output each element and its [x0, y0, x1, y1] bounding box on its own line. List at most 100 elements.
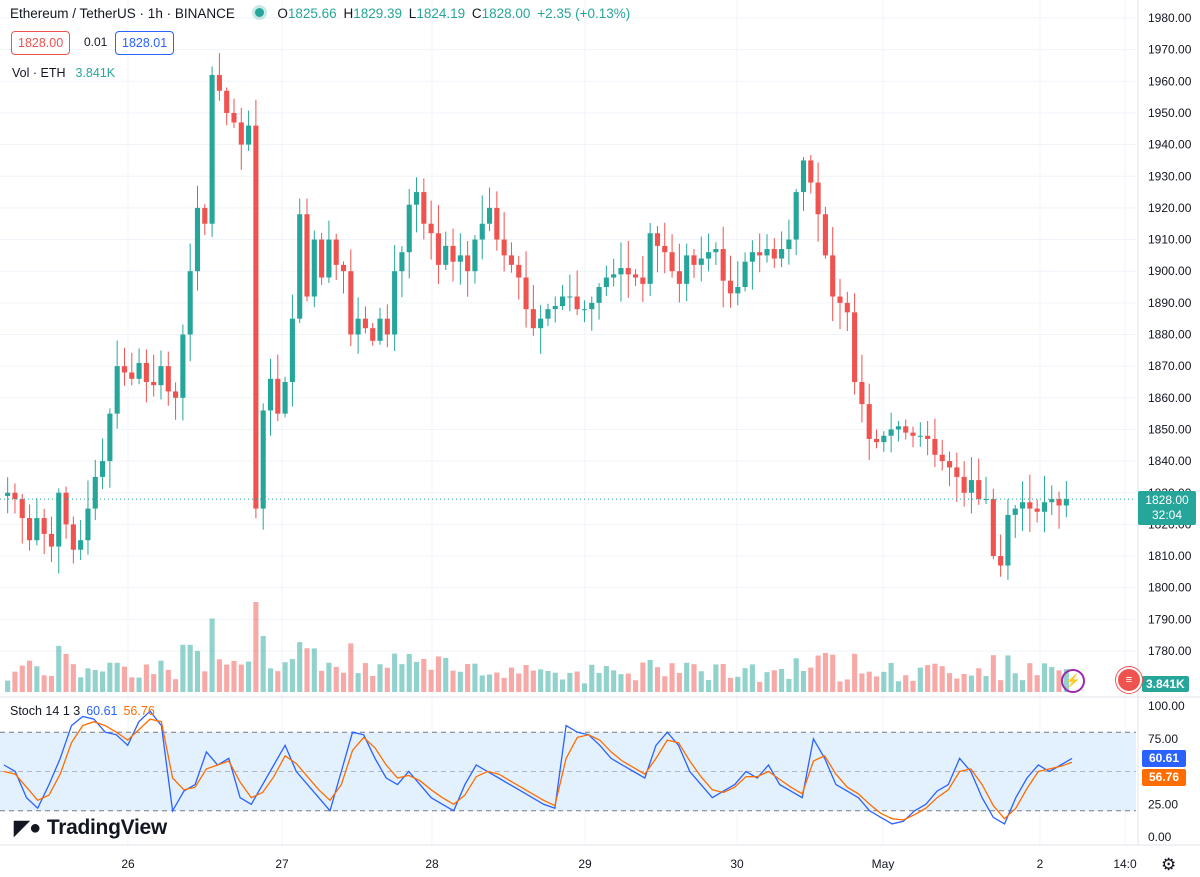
time-tick-label: 29 — [578, 857, 592, 871]
volume-bar — [413, 661, 420, 692]
volume-bar — [552, 672, 558, 692]
candle-body — [932, 438, 938, 455]
volume-bar — [1034, 675, 1040, 692]
volume-bar — [173, 679, 179, 692]
candle-body — [151, 381, 157, 386]
candle-body — [946, 461, 953, 468]
volume-bar — [202, 671, 208, 692]
volume-bar — [873, 676, 880, 692]
volume-bar — [78, 677, 84, 692]
candle-body — [727, 280, 734, 294]
candle-body — [691, 255, 697, 265]
stoch-d-line — [3, 718, 1073, 821]
volume-bar — [691, 664, 697, 692]
volume-bar — [129, 677, 135, 692]
volume-bar — [968, 675, 974, 692]
volume-bar — [508, 667, 515, 692]
volume-bar — [581, 683, 588, 692]
candle-body — [844, 302, 850, 313]
candle-body — [793, 192, 799, 240]
candle-body — [917, 435, 923, 437]
volume-bar — [377, 664, 383, 692]
candle-body — [180, 334, 186, 398]
volume-bar — [194, 650, 201, 692]
volume-bar — [1027, 663, 1033, 692]
volume-bar — [713, 664, 719, 692]
candle-body — [523, 277, 529, 310]
volume-bar — [421, 658, 427, 692]
tradingview-logo[interactable]: ◤● TradingView — [14, 815, 167, 840]
volume-bar — [815, 655, 821, 692]
candle-body — [676, 271, 682, 284]
volume-legend: Vol · ETH 3.841K — [12, 66, 115, 80]
volume-bar — [392, 653, 398, 692]
volume-bar — [990, 655, 996, 692]
volume-bar — [793, 658, 799, 692]
candle-body — [771, 249, 777, 259]
candle-body — [530, 309, 536, 329]
candle-body — [326, 239, 332, 278]
volume-bar — [654, 667, 661, 692]
candle-body — [289, 318, 295, 382]
candle-body — [815, 182, 821, 215]
volume-bar — [800, 671, 807, 692]
gear-icon[interactable]: ⚙ — [1161, 855, 1177, 874]
candle-body — [589, 302, 595, 310]
volume-bar — [34, 666, 40, 692]
candle-body — [362, 318, 368, 329]
volume-bar — [501, 677, 507, 692]
volume-bar — [939, 666, 945, 692]
volume-bar — [596, 672, 602, 692]
last-price-value: 1828.00 — [1145, 493, 1189, 507]
sell-button[interactable]: 1828.00 — [11, 31, 71, 55]
candle-body — [238, 122, 244, 145]
candle-body — [92, 476, 98, 509]
volume-bar — [538, 669, 544, 692]
price-tick-label: 1860.00 — [1148, 391, 1192, 405]
volume-bar — [881, 671, 887, 692]
candle-body — [216, 74, 222, 91]
volume-bar — [888, 662, 894, 692]
candle-body — [114, 366, 120, 414]
us-flag-icon[interactable]: ≡ — [1116, 667, 1142, 693]
time-tick-label: 26 — [121, 857, 135, 871]
candle-body — [808, 160, 814, 183]
candle-body — [538, 318, 544, 329]
volume-bar — [764, 672, 770, 692]
bolt-icon[interactable]: ⚡ — [1061, 669, 1085, 693]
candle-body — [165, 366, 171, 392]
volume-bar — [749, 664, 755, 692]
volume-bar — [611, 670, 617, 692]
time-tick-label: 28 — [425, 857, 439, 871]
volume-bar — [844, 679, 850, 692]
candle-body — [384, 318, 390, 335]
candle-body — [888, 429, 894, 436]
candle-body — [866, 404, 872, 439]
candle-body — [319, 239, 325, 278]
candle-body — [107, 413, 113, 462]
buy-button[interactable]: 1828.01 — [115, 31, 175, 55]
price-tick-label: 1870.00 — [1148, 359, 1192, 373]
volume-bar — [727, 677, 734, 692]
candle-body — [355, 318, 361, 335]
volume-bar — [545, 671, 551, 692]
candle-body — [1063, 499, 1069, 506]
time-tick-label: May — [872, 857, 895, 871]
price-tick-label: 1930.00 — [1148, 169, 1192, 183]
candle-body — [41, 518, 47, 534]
volume-bar — [998, 680, 1004, 692]
symbol-title[interactable]: Ethereum / TetherUS · 1h · BINANCE — [10, 6, 235, 21]
candle-body — [450, 245, 456, 262]
candle-body — [202, 207, 208, 224]
volume-bar — [348, 643, 354, 692]
volume-bar — [143, 664, 149, 692]
volume-bar — [1019, 680, 1026, 692]
volume-bar — [735, 676, 741, 692]
volume-bar — [107, 662, 113, 692]
candle-body — [311, 239, 317, 297]
candle-body — [611, 274, 617, 278]
volume-bar — [516, 673, 522, 692]
candle-body — [618, 268, 624, 275]
volume-bar — [246, 661, 252, 692]
